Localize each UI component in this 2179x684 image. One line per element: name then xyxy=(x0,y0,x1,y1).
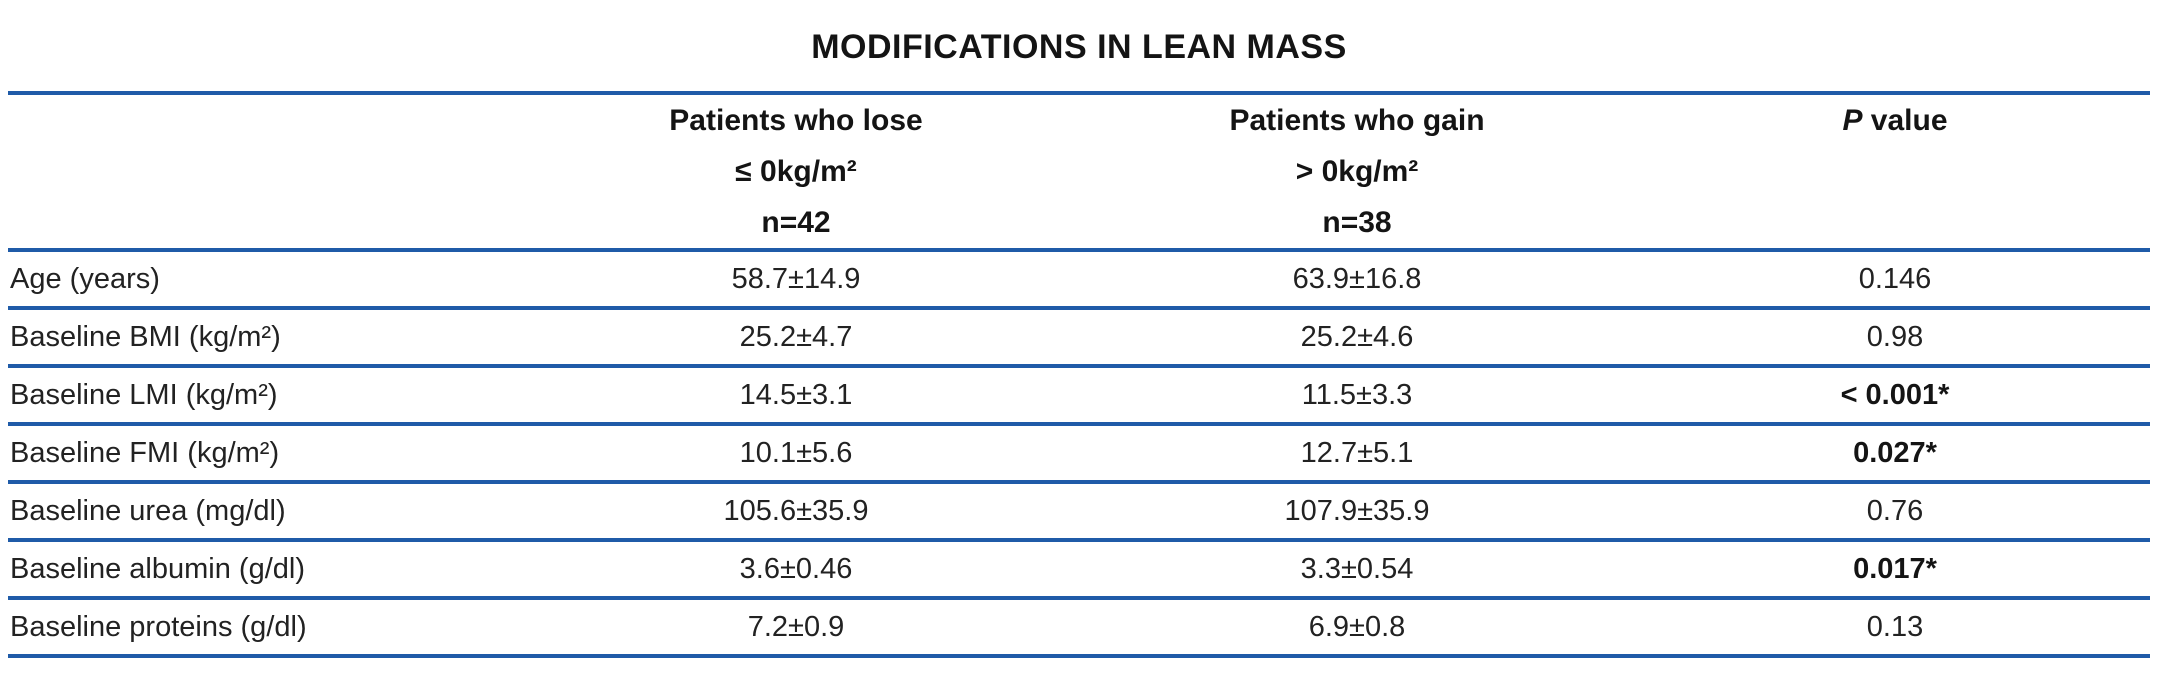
table-row-albumin: Baseline albumin (g/dl) 3.6±0.46 3.3±0.5… xyxy=(8,540,2150,598)
table-row-proteins: Baseline proteins (g/dl) 7.2±0.9 6.9±0.8… xyxy=(8,598,2150,656)
cell-gain: 25.2±4.6 xyxy=(1300,320,1414,353)
header-lose-line3: n=42 xyxy=(761,206,831,239)
header-gain-line2: > 0kg/m² xyxy=(1295,155,1419,188)
stats-table: Patients who lose ≤ 0kg/m² n=42 Patients… xyxy=(8,91,2150,658)
table-title: MODIFICATIONS IN LEAN MASS xyxy=(811,28,1347,66)
cell-gain: 3.3±0.54 xyxy=(1300,552,1414,585)
cell-p-value: 0.146 xyxy=(1858,262,1932,295)
header-row: Patients who lose ≤ 0kg/m² n=42 Patients… xyxy=(8,93,2150,252)
header-patients-gain: Patients who gain > 0kg/m² n=38 xyxy=(1074,93,1640,252)
table-row-age: Age (years) 58.7±14.9 63.9±16.8 0.146 xyxy=(8,250,2150,308)
cell-p-value-significant: < 0.001* xyxy=(1840,378,1950,411)
header-gain-line3: n=38 xyxy=(1322,206,1392,239)
cell-gain: 6.9±0.8 xyxy=(1308,610,1406,643)
cell-lose: 14.5±3.1 xyxy=(739,378,853,411)
p-value-rest: value xyxy=(1862,104,1948,137)
row-label: Baseline urea (mg/dl) xyxy=(10,494,286,527)
table-row-fmi: Baseline FMI (kg/m²) 10.1±5.6 12.7±5.1 0… xyxy=(8,424,2150,482)
header-p-value-text: P value xyxy=(1640,95,2150,146)
header-lose-line2: ≤ 0kg/m² xyxy=(735,155,857,188)
table-row-bmi: Baseline BMI (kg/m²) 25.2±4.7 25.2±4.6 0… xyxy=(8,308,2150,366)
row-label: Baseline LMI (kg/m²) xyxy=(10,378,278,411)
row-label: Age (years) xyxy=(10,262,160,295)
cell-gain: 11.5±3.3 xyxy=(1301,378,1413,411)
cell-lose: 58.7±14.9 xyxy=(731,262,861,295)
header-variable-column xyxy=(8,93,518,252)
row-label: Baseline BMI (kg/m²) xyxy=(10,320,281,353)
table-row-urea: Baseline urea (mg/dl) 105.6±35.9 107.9±3… xyxy=(8,482,2150,540)
cell-p-value: 0.98 xyxy=(1866,320,1924,353)
header-p-value: P value xyxy=(1640,93,2150,252)
cell-lose: 10.1±5.6 xyxy=(739,436,853,469)
cell-lose: 7.2±0.9 xyxy=(747,610,845,643)
cell-lose: 25.2±4.7 xyxy=(739,320,853,353)
header-gain-line1: Patients who gain xyxy=(1229,104,1485,137)
cell-lose: 3.6±0.46 xyxy=(739,552,853,585)
cell-p-value: 0.76 xyxy=(1866,494,1924,527)
cell-gain: 107.9±35.9 xyxy=(1284,494,1430,527)
cell-p-value: 0.13 xyxy=(1866,610,1924,643)
cell-lose: 105.6±35.9 xyxy=(723,494,869,527)
table-row-lmi: Baseline LMI (kg/m²) 14.5±3.1 11.5±3.3 <… xyxy=(8,366,2150,424)
header-patients-lose: Patients who lose ≤ 0kg/m² n=42 xyxy=(518,93,1074,252)
row-label: Baseline FMI (kg/m²) xyxy=(10,436,280,469)
row-label: Baseline albumin (g/dl) xyxy=(10,552,305,585)
cell-p-value-significant: 0.017* xyxy=(1853,552,1937,585)
header-lose-line1: Patients who lose xyxy=(669,104,923,137)
p-value-italic-p: P xyxy=(1842,104,1863,137)
cell-p-value-significant: 0.027* xyxy=(1853,436,1937,469)
cell-gain: 63.9±16.8 xyxy=(1292,262,1422,295)
row-label: Baseline proteins (g/dl) xyxy=(10,610,307,643)
cell-gain: 12.7±5.1 xyxy=(1300,436,1414,469)
